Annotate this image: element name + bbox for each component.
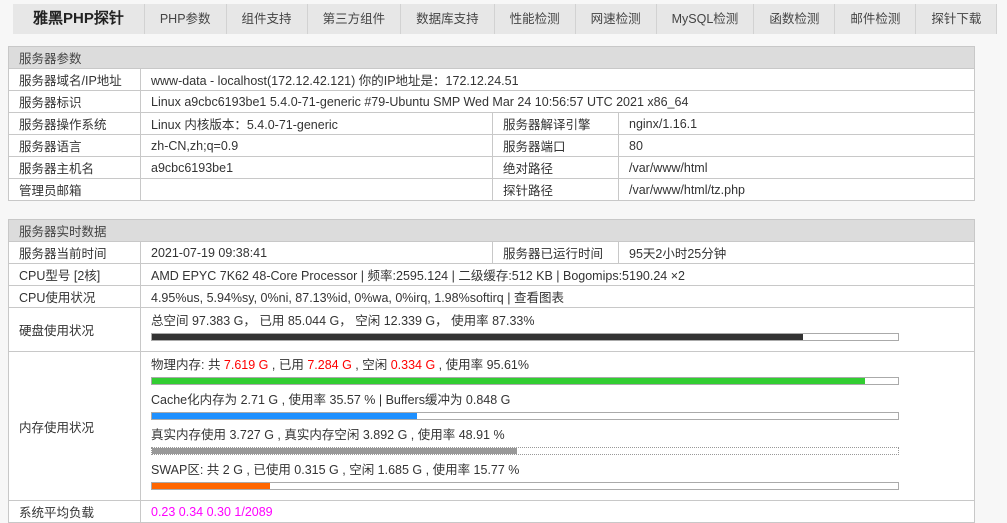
cache-memory-bar — [151, 412, 899, 420]
row-value: Linux a9cbc6193be1 5.4.0-71-generic #79-… — [139, 90, 976, 113]
tab-components[interactable]: 组件支持 — [227, 4, 308, 34]
row-value: zh-CN,zh;q=0.9 — [140, 134, 493, 157]
cache-memory-text: Cache化内存为 2.71 G , 使用率 35.57 % | Buffers… — [151, 393, 511, 407]
swap-bar-fill — [152, 483, 270, 489]
table-row: 服务器当前时间 2021-07-19 09:38:41 服务器已运行时间 95天… — [8, 241, 976, 264]
memory-used-value: 7.284 G — [307, 358, 352, 372]
top-nav: 雅黑PHP探针 PHP参数 组件支持 第三方组件 数据库支持 性能检测 网速检测… — [13, 4, 998, 34]
swap-text: SWAP区: 共 2 G , 已使用 0.315 G , 空闲 1.685 G … — [151, 463, 520, 477]
row-label: CPU使用状况 — [8, 285, 141, 308]
row-label: 系统平均负载 — [8, 500, 141, 523]
table-row: 服务器主机名 a9cbc6193be1 绝对路径 /var/www/html — [8, 156, 976, 179]
row-label: 服务器端口 — [492, 134, 619, 157]
physical-memory-bar-fill — [152, 378, 866, 384]
row-label: 服务器解译引擎 — [492, 112, 619, 135]
section-title-realtime: 服务器实时数据 — [7, 219, 976, 242]
text-segment: , 已用 — [268, 358, 308, 372]
row-value: Linux 内核版本：5.4.0-71-generic — [140, 112, 493, 135]
table-row: CPU使用状况 4.95%us, 5.94%sy, 0%ni, 87.13%id… — [8, 285, 976, 308]
row-value: /var/www/html — [617, 156, 976, 179]
section-title-server-params: 服务器参数 — [7, 46, 976, 69]
disk-usage-text: 总空间 97.383 G， 已用 85.044 G， 空闲 12.339 G， … — [151, 314, 535, 328]
row-label: 内存使用状况 — [8, 351, 141, 501]
text-segment: 物理内存: 共 — [151, 358, 224, 372]
row-value: AMD EPYC 7K62 48-Core Processor | 频率:259… — [139, 263, 976, 286]
real-memory-text: 真实内存使用 3.727 G , 真实内存空闲 3.892 G , 使用率 48… — [151, 428, 505, 442]
row-value: a9cbc6193be1 — [140, 156, 493, 179]
table-row: 服务器语言 zh-CN,zh;q=0.9 服务器端口 80 — [8, 134, 976, 157]
row-value: 2021-07-19 09:38:41 — [140, 241, 493, 264]
table-row: 系统平均负载 0.23 0.34 0.30 1/2089 — [8, 500, 976, 523]
row-value — [140, 178, 493, 201]
row-label: 服务器主机名 — [8, 156, 141, 179]
table-row: 服务器操作系统 Linux 内核版本：5.4.0-71-generic 服务器解… — [8, 112, 976, 135]
row-value: 4.95%us, 5.94%sy, 0%ni, 87.13%id, 0%wa, … — [139, 285, 976, 308]
disk-usage-cell: 总空间 97.383 G， 已用 85.044 G， 空闲 12.339 G， … — [139, 307, 976, 352]
memory-free-value: 0.334 G — [390, 358, 436, 372]
table-row: 硬盘使用状况 总空间 97.383 G， 已用 85.044 G， 空闲 12.… — [8, 307, 976, 352]
row-label: 管理员邮箱 — [8, 178, 141, 201]
real-memory-bar-fill — [152, 448, 517, 454]
load-average-value: 0.23 0.34 0.30 1/2089 — [139, 500, 976, 523]
tab-performance[interactable]: 性能检测 — [495, 4, 576, 34]
text-segment: , 使用率 95.61% — [435, 358, 529, 372]
physical-memory-bar — [151, 377, 899, 385]
row-label: 绝对路径 — [492, 156, 619, 179]
tab-download[interactable]: 探针下载 — [916, 4, 998, 34]
text-segment: , 空闲 — [351, 358, 391, 372]
row-label: 硬盘使用状况 — [8, 307, 141, 352]
row-label: 服务器当前时间 — [8, 241, 141, 264]
row-value: nginx/1.16.1 — [617, 112, 976, 135]
row-label: CPU型号 [2核] — [8, 263, 141, 286]
disk-usage-bar — [151, 333, 899, 341]
tab-mysql[interactable]: MySQL检测 — [657, 4, 755, 34]
table-row: 服务器域名/IP地址 www-data - localhost(172.12.4… — [8, 68, 976, 91]
memory-usage-cell: 物理内存: 共 7.619 G , 已用 7.284 G , 空闲 0.334 … — [139, 351, 976, 501]
cache-memory-bar-fill — [152, 413, 418, 419]
tab-database[interactable]: 数据库支持 — [401, 4, 495, 34]
tab-mail[interactable]: 邮件检测 — [835, 4, 917, 34]
memory-total-value: 7.619 G — [223, 358, 269, 372]
table-row: 服务器标识 Linux a9cbc6193be1 5.4.0-71-generi… — [8, 90, 976, 113]
realtime-table: 服务器实时数据 服务器当前时间 2021-07-19 09:38:41 服务器已… — [7, 219, 976, 523]
table-row: 管理员邮箱 探针路径 /var/www/html/tz.php — [8, 178, 976, 201]
row-value: 95天2小时25分钟 — [617, 241, 976, 264]
row-label: 服务器域名/IP地址 — [8, 68, 141, 91]
tab-functions[interactable]: 函数检测 — [754, 4, 836, 34]
tab-third-party[interactable]: 第三方组件 — [308, 4, 402, 34]
row-label: 服务器标识 — [8, 90, 141, 113]
row-label: 服务器操作系统 — [8, 112, 141, 135]
table-row: 内存使用状况 物理内存: 共 7.619 G , 已用 7.284 G , 空闲… — [8, 351, 976, 501]
row-value: www-data - localhost(172.12.42.121) 你的IP… — [139, 68, 976, 91]
tab-netspeed[interactable]: 网速检测 — [576, 4, 657, 34]
disk-usage-bar-fill — [152, 334, 804, 340]
row-value: 80 — [617, 134, 976, 157]
row-label: 探针路径 — [492, 178, 619, 201]
row-label: 服务器语言 — [8, 134, 141, 157]
view-chart-link[interactable]: 查看图表 — [513, 291, 564, 305]
real-memory-bar — [151, 447, 899, 455]
physical-memory-text: 物理内存: 共 7.619 G , 已用 7.284 G , 空闲 0.334 … — [151, 355, 968, 375]
row-value: /var/www/html/tz.php — [617, 178, 976, 201]
row-label: 服务器已运行时间 — [492, 241, 619, 264]
cpu-usage-text: 4.95%us, 5.94%sy, 0%ni, 87.13%id, 0%wa, … — [151, 291, 514, 305]
server-params-table: 服务器参数 服务器域名/IP地址 www-data - localhost(17… — [7, 46, 976, 201]
brand-title: 雅黑PHP探针 — [13, 4, 145, 34]
tab-php-params[interactable]: PHP参数 — [145, 4, 227, 34]
table-row: CPU型号 [2核] AMD EPYC 7K62 48-Core Process… — [8, 263, 976, 286]
swap-bar — [151, 482, 899, 490]
